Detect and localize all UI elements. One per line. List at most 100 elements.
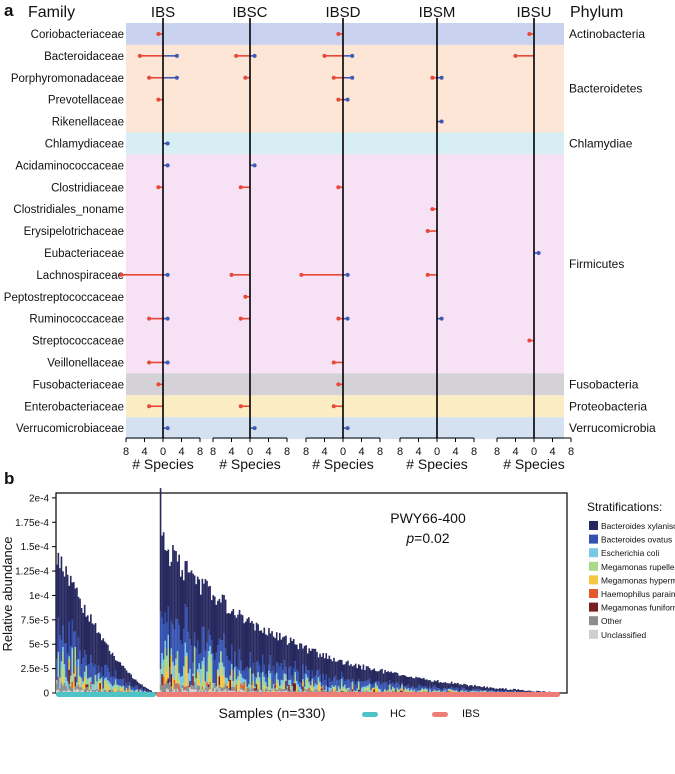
ibs-bar-segment [212,595,215,654]
phylum-band [126,154,564,374]
ibs-bar-segment [412,691,414,693]
stacked-bars [56,488,566,693]
ibs-bar-segment [302,691,304,692]
hc-bar-segment [128,685,131,689]
right-bar-end [345,316,350,321]
hc-bar-segment [141,688,143,692]
ibs-bar-segment [339,659,341,680]
hc-bar-segment [69,679,72,687]
ibs-bar-segment [313,677,315,687]
ibs-bar-segment [373,688,376,690]
ibs-bar-segment [176,650,179,653]
y-tick-label: 1.25e-4 [15,567,49,578]
ibs-bar-segment [392,687,394,691]
hc-bar-segment [127,690,129,692]
ibs-bar-segment [251,674,253,686]
family-label: Porphyromonadaceae [11,73,124,85]
hc-bar-segment [69,686,72,692]
family-label: Ruminococcaceae [29,314,124,326]
legend-title: Stratifications: [587,500,662,514]
ibs-bar-segment [232,680,235,687]
ibs-bar-segment [365,680,368,687]
ibs-bar-segment [292,681,295,683]
x-tick-label: 8 [494,446,500,458]
ibs-bar-segment [223,690,225,693]
ibs-bar-segment [440,682,442,690]
ibs-bar-segment [280,679,283,685]
ibs-bar-segment [323,680,326,690]
legend-swatch [589,616,598,626]
ibs-bar-segment [331,688,334,691]
ibs-bar-segment [342,688,345,691]
ibs-bar-segment [405,690,408,692]
ibs-bar-segment [418,690,420,693]
ibs-bar-segment [467,690,470,693]
ibs-bar-segment [322,689,324,693]
ibs-bar-segment [429,680,431,687]
ibs-bar-segment [548,691,551,693]
ibs-bar-segment [450,681,453,687]
ibs-bar-segment [351,683,354,686]
hc-bar-segment [65,685,67,692]
ibs-bar-segment [170,621,173,649]
ibs-bar-segment [278,685,281,688]
panel-a: a Family Phylum Coriobacteriaceae Bactero… [4,1,656,472]
ibs-bar-segment [303,673,306,687]
ibs-bar-segment [497,690,499,692]
ibs-bar-segment [367,691,369,692]
ibs-bar-segment [438,690,441,693]
ibs-bar-segment [224,648,227,678]
ibs-bar-segment [365,686,368,689]
ibs-bar-segment [379,669,382,684]
ibs-bar-segment [392,686,394,688]
hc-bar-segment [77,666,80,685]
ibs-bar-segment [472,686,475,689]
legend-label: Megamonas rupellensis [601,562,675,572]
ibs-bar-segment [447,689,450,690]
hc-bar-segment [121,665,123,680]
ibs-bar-segment [230,644,233,665]
ibs-bar-segment [429,689,431,691]
ibs-bar-segment [200,594,202,653]
ibs-bar-segment [207,586,210,630]
hc-bar-segment [68,689,71,693]
hc-bar-segment [86,665,89,679]
phylum-band [126,44,564,133]
ibs-bar-segment [178,679,180,682]
ibs-bar-segment [453,690,456,692]
left-bar-end [336,185,341,190]
ibs-bar-segment [229,661,232,676]
ibs-bar-segment [314,675,317,684]
hc-bar-segment [142,686,145,690]
x-tick-label: 0 [160,446,166,458]
hc-bar-segment [86,686,89,691]
ibs-bar-segment [313,686,315,689]
ibs-bar-segment [452,687,455,691]
ibs-bar-segment [367,685,369,688]
ibs-bar-segment [500,690,503,692]
hc-bar-segment [73,582,75,632]
hc-bar-segment [119,679,122,686]
ibs-bar-segment [314,683,317,690]
ibs-bar-segment [517,691,520,693]
ibs-bar-segment [227,660,230,682]
hc-bar-segment [124,690,126,692]
ibs-bar-segment [215,652,218,687]
hc-bar-segment [116,691,119,693]
ibs-bar-segment [203,627,205,658]
ibs-bar-segment [269,655,272,674]
ibs-bar-segment [464,684,467,690]
legend-label: Other [601,616,622,626]
hc-bar-segment [57,676,60,683]
ibs-bar-segment [275,690,278,692]
ibs-bar-segment [353,681,355,691]
ibs-bar-segment [344,664,346,682]
ibs-bar-segment [320,656,323,683]
ibs-bar-segment [277,679,280,684]
hc-bar-segment [80,677,83,688]
ibs-bar-segment [449,688,451,690]
ibs-bar-segment [203,679,205,691]
ibs-bar-segment [317,690,320,693]
ibs-bar-segment [204,650,207,682]
